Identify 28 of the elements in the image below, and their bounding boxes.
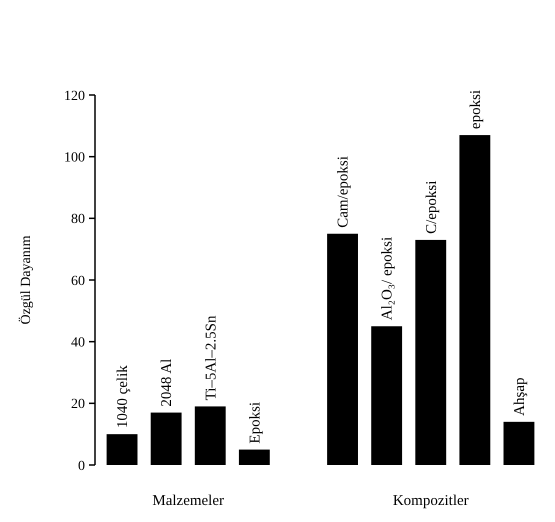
- y-tick-label: 40: [71, 336, 85, 351]
- x-tick-label: Ti–5Al–2.5Sn: [203, 315, 220, 400]
- bar: [194, 406, 226, 465]
- x-tick-label: Cam/epoksi: [336, 156, 352, 228]
- text: Kompozitler: [392, 493, 469, 509]
- bar: [415, 240, 446, 465]
- x-tick-label: Epoksi: [247, 402, 264, 444]
- y-tick-label: 60: [71, 274, 85, 289]
- bar: [150, 412, 182, 465]
- bar: [371, 326, 402, 465]
- y-tick-label: 100: [64, 150, 85, 166]
- bar: [459, 135, 490, 465]
- x-tick-label: epoksi: [468, 90, 484, 130]
- x-tick-label: Ahşap: [512, 378, 528, 416]
- x-tick-label: Al₂O₃/ epoksi: [380, 236, 396, 320]
- y-tick-label: 0: [78, 458, 85, 474]
- y-tick-label: 120: [64, 88, 85, 104]
- x-tick-label: C/epoksi: [424, 180, 440, 234]
- bar: [106, 434, 138, 465]
- x-tick-label: 2048 Al: [159, 358, 176, 407]
- y-axis-title: Özgül Dayanım: [18, 235, 34, 325]
- y-tick-label: 80: [71, 212, 85, 228]
- bar: [327, 234, 358, 465]
- text: Malzemeler: [152, 493, 224, 509]
- x-tick-label: 1040 çelik: [115, 364, 132, 428]
- bar: [238, 450, 270, 465]
- bar: [504, 422, 534, 465]
- y-tick-label: 20: [71, 397, 85, 412]
